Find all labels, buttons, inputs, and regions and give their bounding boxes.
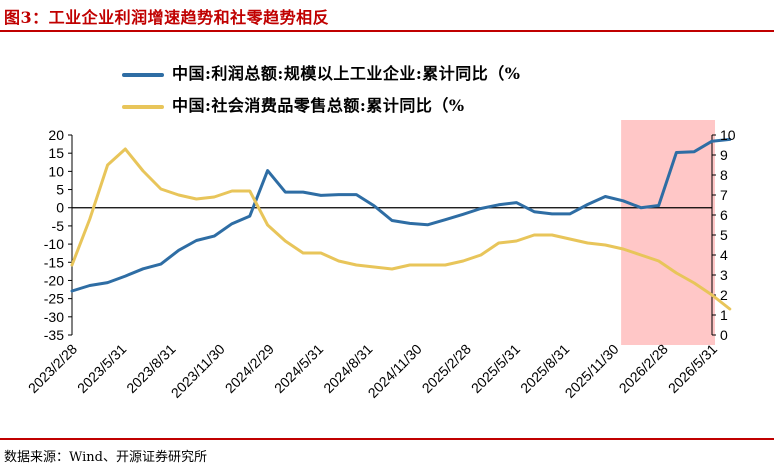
x-tick-label: 2026/2/28 [616,341,672,397]
source-note: 数据来源：Wind、开源证券研究所 [4,450,207,465]
left-tick-label: 0 [56,200,64,216]
left-tick-label: 5 [56,182,64,198]
right-tick-label: 1 [720,307,728,323]
right-tick-label: 6 [720,207,728,223]
left-tick-label: 15 [48,145,64,161]
left-tick-label: -25 [44,291,64,307]
x-tick-label: 2023/11/30 [168,341,228,401]
left-tick-label: 20 [48,127,64,143]
legend-label-profit: 中国:利润总额:规模以上工业企业:累计同比（% [172,64,521,83]
legend-item-retail: 中国:社会消费品零售总额:累计同比（% [122,92,465,116]
highlight-band [621,120,715,345]
right-tick-label: 9 [720,147,728,163]
right-tick-label: 5 [720,227,728,243]
right-tick-label: 7 [720,187,728,203]
left-tick-label: -35 [44,327,64,343]
left-tick-label: -5 [52,218,65,234]
right-tick-label: 0 [720,327,728,343]
x-tick-label: 2024/2/29 [222,341,278,397]
x-tick-label: 2025/11/30 [562,341,622,401]
left-tick-label: -10 [44,236,64,252]
right-tick-label: 10 [720,127,736,143]
x-tick-label: 2025/5/31 [468,341,524,397]
right-tick-label: 4 [720,247,728,263]
x-tick-label: 2024/5/31 [271,341,327,397]
x-tick-label: 2023/5/31 [74,341,130,397]
line-chart: 20151050-5-10-15-20-25-30-35109876543210… [25,120,736,401]
right-tick-label: 2 [720,287,728,303]
x-tick-label: 2026/5/31 [665,341,721,397]
series-line-retail [70,147,732,311]
left-tick-label: 10 [48,163,64,179]
page-title: 图3：工业企业利润增速趋势和社零趋势相反 [4,8,330,27]
right-tick-label: 3 [720,267,728,283]
x-tick-label: 2023/2/28 [25,341,81,397]
source-rule [0,438,774,440]
left-tick-label: -30 [44,309,64,325]
left-tick-label: -20 [44,272,64,288]
legend-swatch-profit [122,72,164,77]
title-rule [0,30,774,32]
left-tick-label: -15 [44,254,64,270]
right-tick-label: 8 [720,167,728,183]
legend-item-profit: 中国:利润总额:规模以上工业企业:累计同比（% [122,60,520,84]
x-tick-label: 2024/11/30 [365,341,425,401]
legend-swatch-retail [122,104,164,109]
series-line-profit [70,137,732,293]
legend-label-retail: 中国:社会消费品零售总额:累计同比（% [172,96,465,115]
x-tick-label: 2025/2/28 [419,341,475,397]
